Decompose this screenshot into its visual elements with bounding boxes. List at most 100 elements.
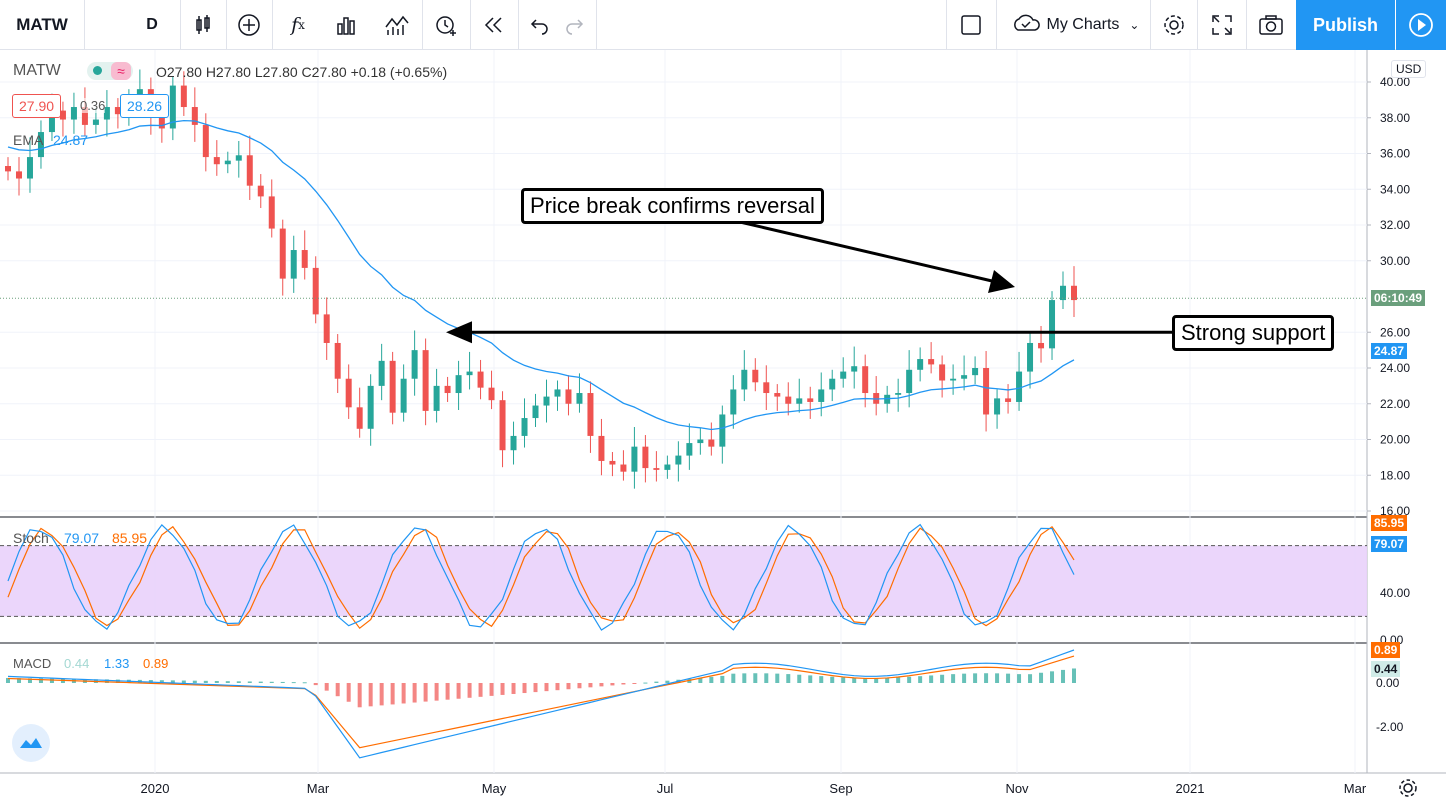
reversal-arrow-head <box>988 270 1015 293</box>
macd-histogram-bar <box>1061 669 1066 683</box>
macd-histogram-bar <box>478 683 483 697</box>
fullscreen-icon[interactable] <box>1198 0 1246 50</box>
macd-histogram-bar <box>38 678 43 683</box>
macd-histogram-bar <box>357 683 362 708</box>
candle-body <box>213 157 220 165</box>
candle-body <box>664 464 671 470</box>
cloud-icon <box>1011 13 1041 38</box>
candle-body <box>950 378 957 381</box>
macd-histogram-bar <box>434 683 439 701</box>
macd-histogram-bar <box>918 676 923 683</box>
candle-body <box>246 155 253 186</box>
candle-body <box>961 375 968 379</box>
macd-histogram-bar <box>577 683 582 689</box>
macd-signal-line <box>7 655 1075 749</box>
time-axis-label: 2021 <box>1176 781 1205 796</box>
currency-label[interactable]: USD <box>1391 60 1427 78</box>
candle-body <box>895 393 902 395</box>
ohlc-readout: O27.80 H27.80 L27.80 C27.80 +0.18 (+0.65… <box>156 64 448 80</box>
replay-icon[interactable] <box>471 0 517 50</box>
candle-body <box>730 389 737 415</box>
macd-histogram-bar <box>1017 674 1022 683</box>
macd-histogram-bar <box>907 676 912 683</box>
divider <box>518 0 519 50</box>
divider <box>226 0 227 50</box>
publish-button[interactable]: Publish <box>1296 0 1395 50</box>
macd-histogram-bar <box>6 677 10 683</box>
axis-settings-icon[interactable] <box>1396 776 1420 800</box>
divider <box>272 0 273 50</box>
candle-body <box>1060 285 1067 301</box>
macd-histogram-bar <box>302 682 307 684</box>
my-charts-button[interactable]: My Charts ⌄ <box>1000 0 1150 50</box>
stoch-band <box>0 545 1367 617</box>
candle-body <box>554 389 561 397</box>
interval-button[interactable]: D <box>146 16 158 33</box>
macd-histogram-bar <box>731 673 736 683</box>
candle-body <box>609 460 616 465</box>
divider <box>470 0 471 50</box>
candle-body <box>576 393 583 404</box>
candle-body <box>477 371 484 388</box>
macd-histogram-bar <box>49 678 54 683</box>
divider <box>422 0 423 50</box>
plus-circle-icon[interactable] <box>227 0 271 50</box>
candle-body <box>466 371 473 376</box>
candle-body <box>807 398 814 402</box>
macd-histogram-bar <box>159 680 164 683</box>
redo-icon[interactable] <box>556 0 594 50</box>
candle-body <box>422 350 429 411</box>
legend-symbol: MATW <box>13 62 61 79</box>
candle-body <box>862 366 869 394</box>
macd-axis-label: 0.00 <box>1376 676 1400 690</box>
gear-icon[interactable] <box>1151 0 1197 50</box>
candle-body <box>158 117 165 129</box>
candle-body <box>114 107 121 115</box>
macd-histogram-bar <box>192 680 197 683</box>
candles-icon[interactable] <box>181 0 225 50</box>
price-chart[interactable]: 2020 Mar May Jul Sep Nov 2021 Mar 40.00 38.00 36.0… <box>0 50 1446 806</box>
macd-histogram-bar <box>808 675 813 683</box>
macd-histogram-bar <box>566 683 571 690</box>
sell-price-box[interactable]: 27.90 <box>12 94 62 118</box>
divider <box>180 0 181 50</box>
annotation-reversal[interactable]: Price break confirms reversal <box>521 188 824 224</box>
ema-label: EMA <box>13 132 44 148</box>
macd-histogram-bar <box>819 676 824 683</box>
macd-histogram-bar <box>962 673 967 683</box>
candle-body <box>499 400 506 451</box>
macd-histogram-bar <box>390 683 395 705</box>
logo-icon[interactable] <box>12 724 50 762</box>
buy-price-box[interactable]: 28.26 <box>120 94 170 118</box>
indicators-icon[interactable] <box>372 0 422 50</box>
macd-histogram-bar <box>742 673 747 683</box>
macd-histogram-bar <box>830 676 835 683</box>
macd-histogram-bar <box>995 673 1000 683</box>
candle-body <box>488 387 495 401</box>
symbol-search-button[interactable]: MATW <box>16 15 68 34</box>
macd-histogram-bar <box>544 683 549 692</box>
divider <box>1246 0 1247 50</box>
visibility-toggle[interactable]: ≈ <box>87 62 133 80</box>
candle-body <box>268 196 275 229</box>
macd-histogram-bar <box>632 683 637 684</box>
candle-body <box>741 369 748 390</box>
macd-histogram-bar <box>588 683 593 688</box>
alert-icon[interactable] <box>423 0 469 50</box>
macd-histogram-bar <box>236 681 241 683</box>
candle-body <box>829 378 836 390</box>
bars-icon[interactable] <box>323 0 369 50</box>
candle-body <box>169 85 176 129</box>
play-icon[interactable] <box>1396 0 1446 50</box>
wave-icon: ≈ <box>111 62 131 80</box>
undo-icon[interactable] <box>520 0 558 50</box>
candle-body <box>851 366 858 372</box>
candle-body <box>653 468 660 470</box>
camera-icon[interactable] <box>1247 0 1295 50</box>
stoch-k-line <box>7 523 1075 631</box>
layout-square-icon[interactable] <box>947 0 995 50</box>
countdown-label: 06:10:49 <box>1371 290 1426 306</box>
annotation-support[interactable]: Strong support <box>1172 315 1335 351</box>
price-axis-label: 26.00 <box>1380 325 1410 339</box>
